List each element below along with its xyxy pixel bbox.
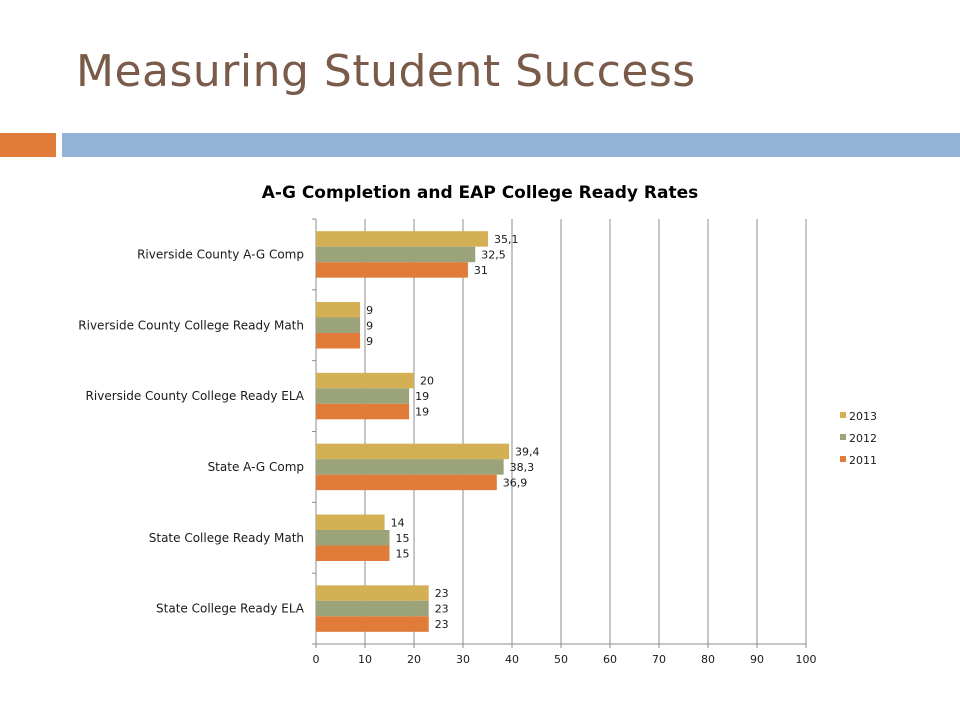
category-label: Riverside County College Ready ELA [86, 389, 305, 403]
data-label: 20 [420, 375, 434, 388]
category-label: Riverside County A-G Comp [137, 247, 304, 261]
category-label: State A-G Comp [208, 460, 304, 474]
legend-label: 2013 [849, 410, 877, 423]
x-tick-label: 60 [603, 653, 617, 666]
bar [316, 545, 390, 561]
legend-swatch [840, 412, 846, 418]
data-label: 9 [366, 319, 373, 332]
x-tick-label: 90 [750, 653, 764, 666]
bar [316, 514, 385, 530]
bar [316, 459, 504, 475]
bar-chart: A-G Completion and EAP College Ready Rat… [78, 183, 877, 666]
category-label: State College Ready ELA [156, 602, 305, 616]
bar [316, 443, 510, 460]
bar [316, 600, 429, 617]
data-label: 15 [396, 532, 410, 545]
category-label: State College Ready Math [149, 531, 304, 545]
bar [316, 616, 429, 632]
bar [316, 231, 488, 247]
x-tick-label: 100 [796, 653, 817, 666]
data-label: 39,4 [515, 445, 540, 458]
data-label: 32,5 [481, 248, 506, 261]
x-tick-label: 40 [505, 653, 519, 666]
chart-gridlines [364, 219, 807, 644]
legend-swatch [840, 456, 846, 462]
x-tick-label: 0 [313, 653, 320, 666]
accent-bar-left [0, 133, 56, 157]
data-label: 9 [366, 335, 373, 348]
data-label: 36,9 [503, 476, 528, 489]
bar [316, 474, 497, 491]
legend-label: 2012 [849, 432, 877, 445]
x-tick-label: 20 [407, 653, 421, 666]
accent-bar-right [62, 133, 960, 157]
page-title: Measuring Student Success [76, 46, 696, 97]
data-label: 23 [435, 618, 449, 631]
x-tick-label: 80 [701, 653, 715, 666]
data-label: 19 [415, 390, 429, 403]
chart-title: A-G Completion and EAP College Ready Rat… [262, 183, 699, 203]
legend-label: 2011 [849, 454, 877, 467]
data-label: 14 [391, 516, 405, 529]
bar [316, 333, 361, 349]
bar [316, 530, 390, 546]
x-tick-label: 50 [554, 653, 568, 666]
data-label: 31 [474, 264, 488, 277]
bar [316, 585, 429, 601]
bar [316, 403, 410, 420]
data-label: 23 [435, 603, 449, 616]
x-tick-label: 30 [456, 653, 470, 666]
x-tick-label: 70 [652, 653, 666, 666]
chart-tick-labels: 0 10 20 30 40 50 60 70 80 90 100 [313, 653, 817, 666]
data-label: 23 [435, 587, 449, 600]
data-label: 35,1 [494, 233, 519, 246]
bar [316, 262, 468, 278]
chart-legend: 2013 2012 2011 [840, 410, 877, 467]
bar [316, 246, 476, 263]
bar [316, 372, 414, 389]
bar [316, 388, 410, 404]
data-label: 19 [415, 406, 429, 419]
chart-axes [312, 218, 807, 648]
chart-data-labels: 35,1 32,5 31 9 9 9 20 19 19 39,4 38,3 36,9 14 15 15 23 2… [366, 233, 539, 631]
chart-bars [316, 231, 510, 632]
x-tick-label: 10 [358, 653, 372, 666]
data-label: 15 [396, 547, 410, 560]
bar [316, 302, 361, 318]
data-label: 9 [366, 304, 373, 317]
chart-category-labels: Riverside County A-G Comp Riverside Count… [78, 247, 305, 615]
legend-swatch [840, 434, 846, 440]
data-label: 38,3 [510, 461, 535, 474]
bar [316, 317, 361, 333]
category-label: Riverside County College Ready Math [78, 318, 304, 332]
